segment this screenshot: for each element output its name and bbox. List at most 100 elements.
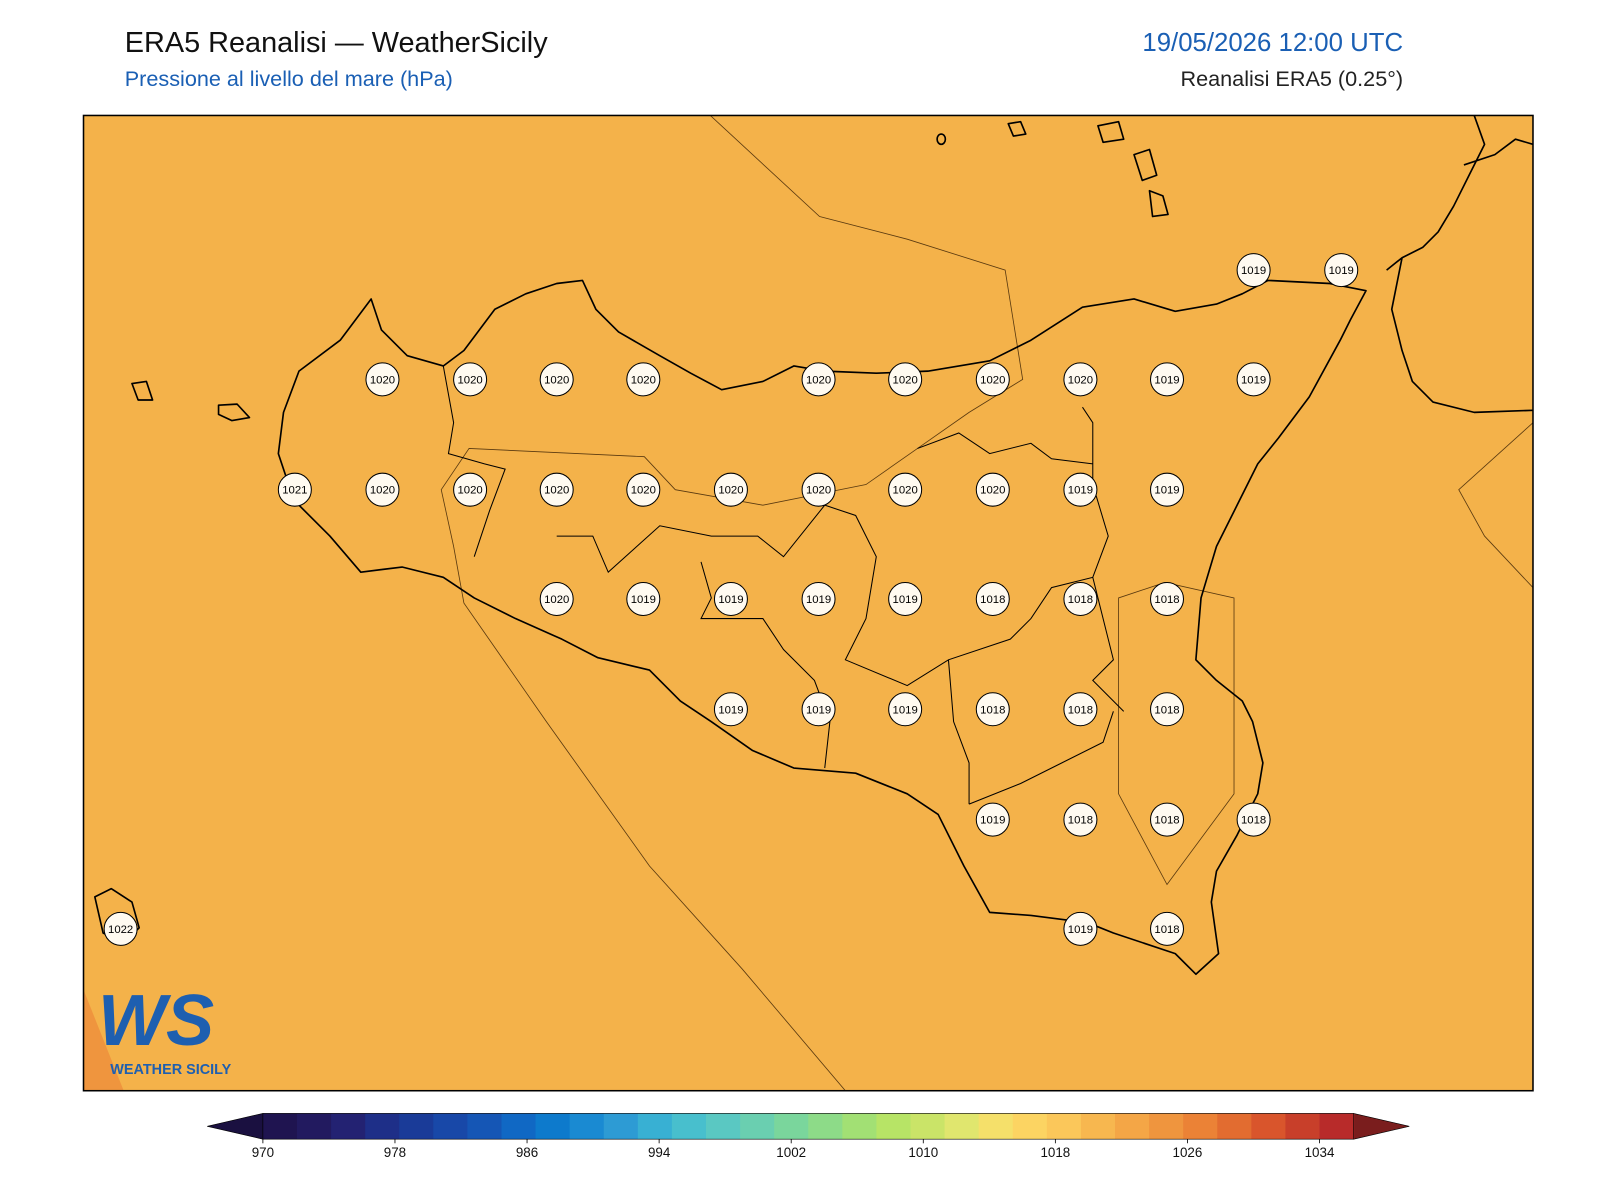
colorbar-bin [944,1113,980,1140]
logo-mark: WS [98,981,214,1061]
station-marker [975,692,1010,727]
station-marker [1324,253,1359,288]
station-marker [888,581,923,616]
colorbar-bin [603,1113,639,1140]
colorbar: 970 978 986 994 1002 1010 1018 1026 1034 [207,1113,1410,1160]
station-marker [626,581,661,616]
station-marker [1150,911,1185,946]
station-label: 1018 [1241,815,1266,827]
station-label: 1018 [1154,924,1179,936]
colorbar-bin [467,1113,502,1140]
station-label: 1018 [1154,815,1179,827]
colorbar-bin [978,1113,1014,1140]
colorbar-bin [808,1113,843,1140]
station-label: 1020 [806,374,831,386]
station-label: 1018 [1068,815,1093,827]
station-marker [1150,581,1185,616]
colorbar-tick-label: 1018 [1040,1145,1070,1160]
station-label: 1019 [1068,485,1093,497]
station-marker [277,472,312,507]
logo-text: WEATHER SICILY [110,1062,231,1078]
station-marker [1150,362,1185,397]
station-marker [365,472,400,507]
station-marker [801,581,836,616]
province-borders [442,365,1125,805]
station-marker [975,472,1010,507]
station-marker [975,802,1010,837]
station-marker [1063,692,1098,727]
colorbar-bin [910,1113,946,1140]
station-label: 1019 [718,704,743,716]
datetime: 19/05/2026 12:00 UTC [1142,29,1403,57]
station-label: 1020 [1068,374,1093,386]
station-marker [1236,802,1271,837]
station-label: 1018 [1068,704,1093,716]
station-label: 1018 [1154,704,1179,716]
colorbar-tick-label: 1010 [908,1145,938,1160]
colorbar-bin [331,1113,366,1140]
pressure-band [83,989,124,1091]
station-marker [975,581,1010,616]
station-label: 1022 [108,924,133,936]
colorbar-tick-label: 986 [516,1145,538,1160]
station-label: 1020 [980,374,1005,386]
station-marker [453,362,488,397]
station-marker [1150,802,1185,837]
station-marker [365,362,400,397]
map-frame [82,114,1534,1092]
colorbar-bin [1115,1113,1150,1140]
station-label: 1019 [631,594,656,606]
colorbar-tick-label: 970 [252,1145,274,1160]
map: 1019 1019 1020 1020 1020 1020 1020 1020 1020 1020… [82,114,1534,1092]
title: ERA5 Reanalisi — WeatherSicily [125,27,548,59]
station-marker [1150,472,1185,507]
station-label: 1019 [893,594,918,606]
station-marker [801,472,836,507]
colorbar-bin [1285,1113,1321,1140]
station-label: 1020 [544,374,569,386]
colorbar-over [1353,1113,1410,1140]
colorbar-tick-label: 978 [384,1145,406,1160]
station-label: 1020 [893,374,918,386]
station-marker [801,692,836,727]
station-label: 1020 [980,485,1005,497]
station-marker [626,472,661,507]
station-label: 1020 [544,594,569,606]
colorbar-under [207,1113,264,1140]
colorbar-tick-label: 1034 [1305,1145,1335,1160]
colorbar-bin [637,1113,673,1140]
station-marker [1063,472,1098,507]
colorbar-bin [1183,1113,1218,1140]
colorbar-bin [399,1113,434,1140]
station-marker [626,362,661,397]
station-marker [975,362,1010,397]
station-label: 1018 [1154,594,1179,606]
colorbar-bin [1149,1113,1184,1140]
islands [94,120,1169,945]
colorbar-bin [842,1113,877,1140]
station-marker [713,581,748,616]
station-label: 1019 [1241,374,1266,386]
colorbar-bin [1046,1113,1082,1140]
calabria-coast [1386,115,1533,414]
station-label: 1020 [631,485,656,497]
colorbar-bin [501,1113,537,1140]
station-label: 1019 [1154,485,1179,497]
pressure-band [83,115,1024,1091]
colorbar-bin [365,1113,400,1140]
colorbar-bin [671,1113,707,1140]
subtitle: Pressione al livello del mare (hPa) [125,66,453,91]
station-label: 1018 [1068,594,1093,606]
source: Reanalisi ERA5 (0.25°) [1180,66,1403,91]
colorbar-tick-label: 1002 [776,1145,806,1160]
station-marker [539,362,574,397]
station-marker [1063,362,1098,397]
pressure-band [1458,422,1533,589]
station-label: 1019 [718,594,743,606]
colorbar-bin [569,1113,605,1140]
station-marker [539,472,574,507]
station-label: 1020 [370,485,395,497]
station-marker [1150,692,1185,727]
